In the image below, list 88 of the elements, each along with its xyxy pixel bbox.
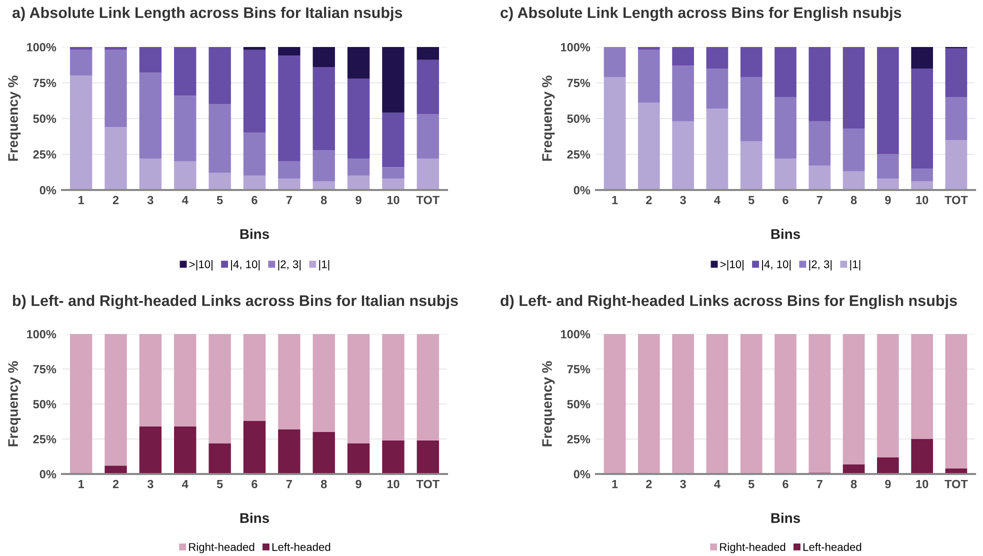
x-tick-label: 8 <box>320 480 327 488</box>
x-tick-label: 3 <box>147 480 154 488</box>
x-tick-label: 6 <box>252 196 258 204</box>
y-tick-label: 25% <box>33 435 56 444</box>
x-tick-label: 8 <box>320 196 327 204</box>
chart-title: c) Absolute Link Length across Bins for English nsubjs <box>500 6 902 22</box>
y-tick-label: 100% <box>560 330 590 338</box>
x-tick-label: 6 <box>782 480 788 488</box>
x-tick-label: TOT <box>944 196 968 204</box>
x-tick-label: 2 <box>112 196 119 204</box>
x-tick-label: 5 <box>216 196 223 204</box>
x-tick-label: 2 <box>646 480 652 488</box>
legend-label: |4, 10| <box>231 260 260 270</box>
y-axis-title: Frequency % <box>8 361 21 446</box>
x-tick-label: 6 <box>252 480 258 488</box>
y-axis-title: Frequency % <box>542 361 555 446</box>
y-tick-label: 100% <box>26 43 56 52</box>
x-tick-label: TOT <box>416 196 440 204</box>
x-tick-label: 1 <box>612 480 618 488</box>
x-tick-label: 1 <box>612 196 618 204</box>
x-tick-label: 4 <box>182 480 188 488</box>
x-axis-title: Bins <box>771 512 800 523</box>
x-tick-label: 9 <box>885 480 891 488</box>
legend-label: >|10| <box>720 260 744 270</box>
x-tick-label: 3 <box>680 196 686 204</box>
y-tick-label: 75% <box>567 365 590 374</box>
legend-label: |1| <box>319 260 330 270</box>
y-tick-label: 75% <box>33 365 56 374</box>
y-tick-label: 0% <box>574 186 590 194</box>
x-tick-label: 1 <box>78 196 84 204</box>
x-tick-label: 9 <box>356 196 362 204</box>
x-tick-label: 2 <box>112 480 119 488</box>
x-tick-label: 9 <box>356 480 362 488</box>
x-tick-label: 5 <box>216 480 223 488</box>
x-tick-label: 5 <box>748 480 754 488</box>
chart-title: a) Absolute Link Length across Bins for Italian nsubjs <box>12 6 402 22</box>
y-tick-label: 25% <box>33 150 56 159</box>
legend-label: |1| <box>850 260 860 270</box>
x-tick-label: 7 <box>816 480 822 488</box>
y-tick-label: 100% <box>560 43 590 52</box>
y-tick-label: 50% <box>33 114 56 123</box>
x-tick-label: 10 <box>916 480 928 488</box>
legend-label: Right-headed <box>189 542 254 554</box>
legend-label: |2, 3| <box>278 260 301 270</box>
y-tick-label: 0% <box>40 186 56 194</box>
y-tick-label: 50% <box>33 400 56 408</box>
x-tick-label: 7 <box>286 480 292 488</box>
chart-title: b) Left- and Right-headed Links across Bins for Italian nsubjs <box>13 294 458 310</box>
x-tick-label: 4 <box>714 480 720 488</box>
y-tick-label: 50% <box>567 114 590 123</box>
x-tick-label: 10 <box>387 196 400 204</box>
x-tick-label: TOT <box>944 480 968 488</box>
x-axis-title: Bins <box>240 512 269 523</box>
x-tick-label: 2 <box>646 196 652 204</box>
y-tick-label: 100% <box>26 330 56 338</box>
x-axis-title: Bins <box>240 228 269 239</box>
legend-label: Left-headed <box>272 542 330 551</box>
x-tick-label: 10 <box>916 196 928 204</box>
x-tick-label: 7 <box>286 196 292 204</box>
x-tick-label: 6 <box>782 196 788 204</box>
x-tick-label: 4 <box>714 196 720 204</box>
y-tick-label: 0% <box>574 470 590 478</box>
x-tick-label: 5 <box>748 196 754 204</box>
x-tick-label: 3 <box>680 480 686 488</box>
legend-label: Right-headed <box>720 542 786 554</box>
x-tick-label: 8 <box>850 480 857 488</box>
legend-label: |4, 10| <box>762 260 791 270</box>
legend-label: Left-headed <box>803 542 862 551</box>
x-tick-label: 7 <box>816 196 822 204</box>
legend-label: >|10| <box>189 260 212 270</box>
x-tick-label: 1 <box>78 480 84 488</box>
y-tick-label: 75% <box>567 78 590 88</box>
x-axis-title: Bins <box>771 228 800 239</box>
x-tick-label: TOT <box>416 480 440 488</box>
y-tick-label: 25% <box>567 435 590 444</box>
x-tick-label: 4 <box>182 196 188 204</box>
x-tick-label: 8 <box>850 196 857 204</box>
x-tick-label: 9 <box>885 196 891 204</box>
x-tick-label: 3 <box>147 196 154 204</box>
y-axis-title: Frequency % <box>542 76 555 161</box>
x-tick-label: 10 <box>387 480 400 488</box>
legend-label: |2, 3| <box>809 260 832 270</box>
y-tick-label: 50% <box>567 400 590 408</box>
y-tick-label: 0% <box>40 470 56 478</box>
y-axis-title: Frequency % <box>8 76 21 161</box>
y-tick-label: 75% <box>33 78 56 88</box>
chart-title: d) Left- and Right-headed Links across Bins for English nsubjs <box>500 294 957 310</box>
y-tick-label: 25% <box>567 150 590 159</box>
